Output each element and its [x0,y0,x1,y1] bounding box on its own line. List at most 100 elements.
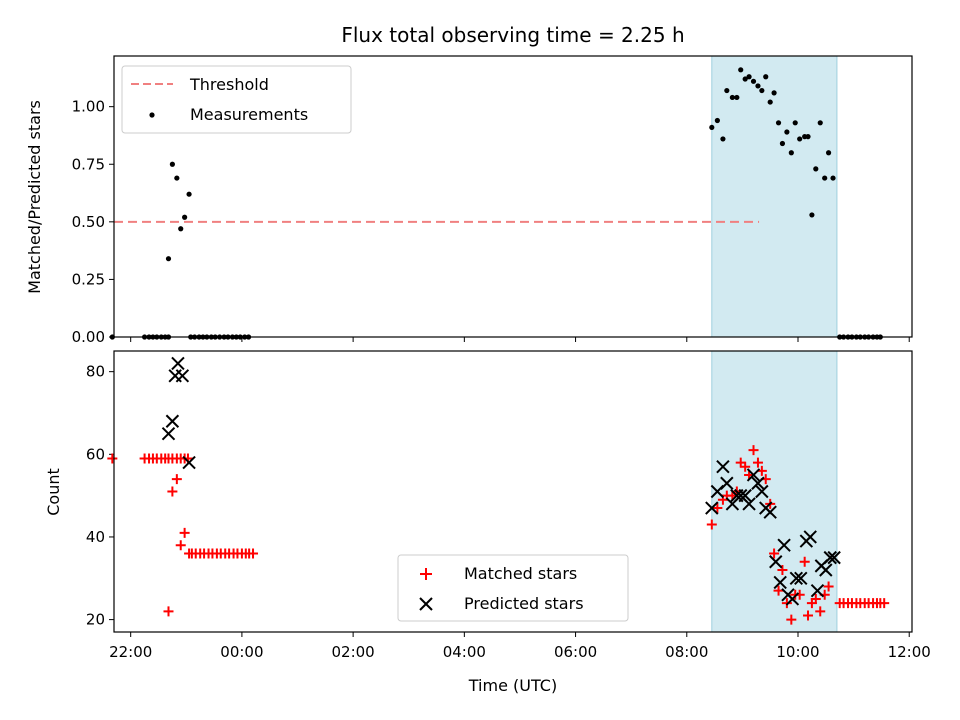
predicted-star-point [716,459,730,474]
matched-star-point [248,548,259,559]
matched-star-point [815,606,826,617]
predicted-star-point [773,575,787,590]
matched-star-point [712,503,723,514]
measurement-point [817,120,823,126]
x-tick-label: 08:00 [665,643,708,661]
measurement-point [174,175,180,181]
matched-star-point [879,598,890,609]
legend-measurements-label: Measurements [190,105,308,124]
matched-star-point [163,606,174,617]
y-tick-label: 0.75 [72,155,105,173]
measurement-point [792,120,798,126]
measurement-point [724,87,730,94]
measurement-point [178,226,184,232]
predicted-star-point [161,426,176,441]
predicted-star-point [785,592,800,606]
predicted-star-point [751,476,765,490]
predicted-star-point [755,484,769,499]
predicted-star-point [777,538,791,552]
measurement-point [809,212,815,218]
legend-threshold-label: Threshold [189,75,269,94]
top-plot: 0.00 0.25 0.50 0.75 1.00 Matched/Predicted s… [25,55,913,346]
matched-star-point [706,519,717,530]
top-legend: Threshold Measurements [121,65,352,134]
legend-measurements-swatch [149,112,155,118]
measurement-point [169,161,175,167]
y-tick-label: 80 [86,363,105,381]
y-tick-label: 60 [86,445,105,463]
measurement-point [738,67,744,73]
measurement-point [813,166,819,172]
bottom-legend: Matched stars Predicted stars [397,554,629,622]
measurement-point [830,175,836,181]
predicted-star-point [819,563,833,577]
top-plot-frame [113,55,913,338]
x-tick-label: 02:00 [332,643,375,661]
x-tick-label: 00:00 [220,643,263,661]
measurement-point [186,191,192,197]
legend-matched-label: Matched stars [464,564,577,583]
measurement-point [779,140,786,147]
measurement-point [805,134,811,140]
predicted-star-point [182,455,196,470]
matched-star-point [773,585,784,596]
predicted-star-point [827,550,841,565]
predicted-star-point [789,571,804,585]
legend-matched-swatch [420,568,432,580]
predicted-star-point [720,476,734,490]
x-tick-label: 06:00 [554,643,597,661]
measurement-point [734,94,740,101]
measurement-point [797,136,803,142]
matched-star-point [748,445,759,456]
measurement-point [771,90,777,96]
predicted-star-point [746,468,761,482]
measurement-point [788,150,794,156]
x-axis-label: Time (UTC) [468,676,557,695]
measurement-point [742,76,748,82]
measurement-point [182,214,188,220]
predicted-star-point [175,369,190,383]
x-tick-label: 04:00 [443,643,486,661]
measurement-point [729,94,735,101]
matched-star-point [171,474,182,485]
top-y-axis-label: Matched/Predicted stars [25,100,44,294]
y-tick-label: 40 [86,528,105,546]
matched-star-point [810,593,821,604]
matched-star-point [823,581,834,592]
matched-star-point [167,486,178,497]
measurement-point [775,120,782,126]
observing-span [711,55,838,338]
bottom-legend-box [397,554,629,622]
measurement-point [709,124,715,131]
matched-star-point [175,540,186,551]
measurement-point [165,256,172,262]
bottom-plot: 22:00 00:00 02:00 04:00 06:00 08:00 10:00 12:00… [44,350,931,695]
x-tick-label: 12:00 [888,643,931,661]
legend-predicted-label: Predicted stars [464,594,584,613]
matched-star-point [740,461,751,472]
bottom-plot-frame [113,350,913,633]
predicted-star-point [810,583,825,598]
measurement-point [822,175,828,181]
predicted-star-point [794,571,808,585]
measurement-point [714,117,720,124]
matched-star-point [799,556,810,567]
measurement-point [767,99,773,105]
matched-star-point [179,527,190,538]
measurement-point [720,136,726,142]
y-tick-label: 0.00 [72,328,105,346]
predicted-star-point [763,505,777,519]
y-tick-label: 0.25 [72,270,105,288]
measurement-point [750,78,757,84]
x-tick-label: 10:00 [776,643,819,661]
matched-star-point [777,565,788,576]
predicted-star-point [705,501,719,515]
x-tick-label: 22:00 [109,643,152,661]
predicted-star-point [803,530,817,544]
predicted-star-point [738,488,752,503]
matched-star-point [769,548,780,559]
predicted-star-point [769,555,783,569]
predicted-star-point [742,497,756,511]
measurement-point [763,74,769,80]
